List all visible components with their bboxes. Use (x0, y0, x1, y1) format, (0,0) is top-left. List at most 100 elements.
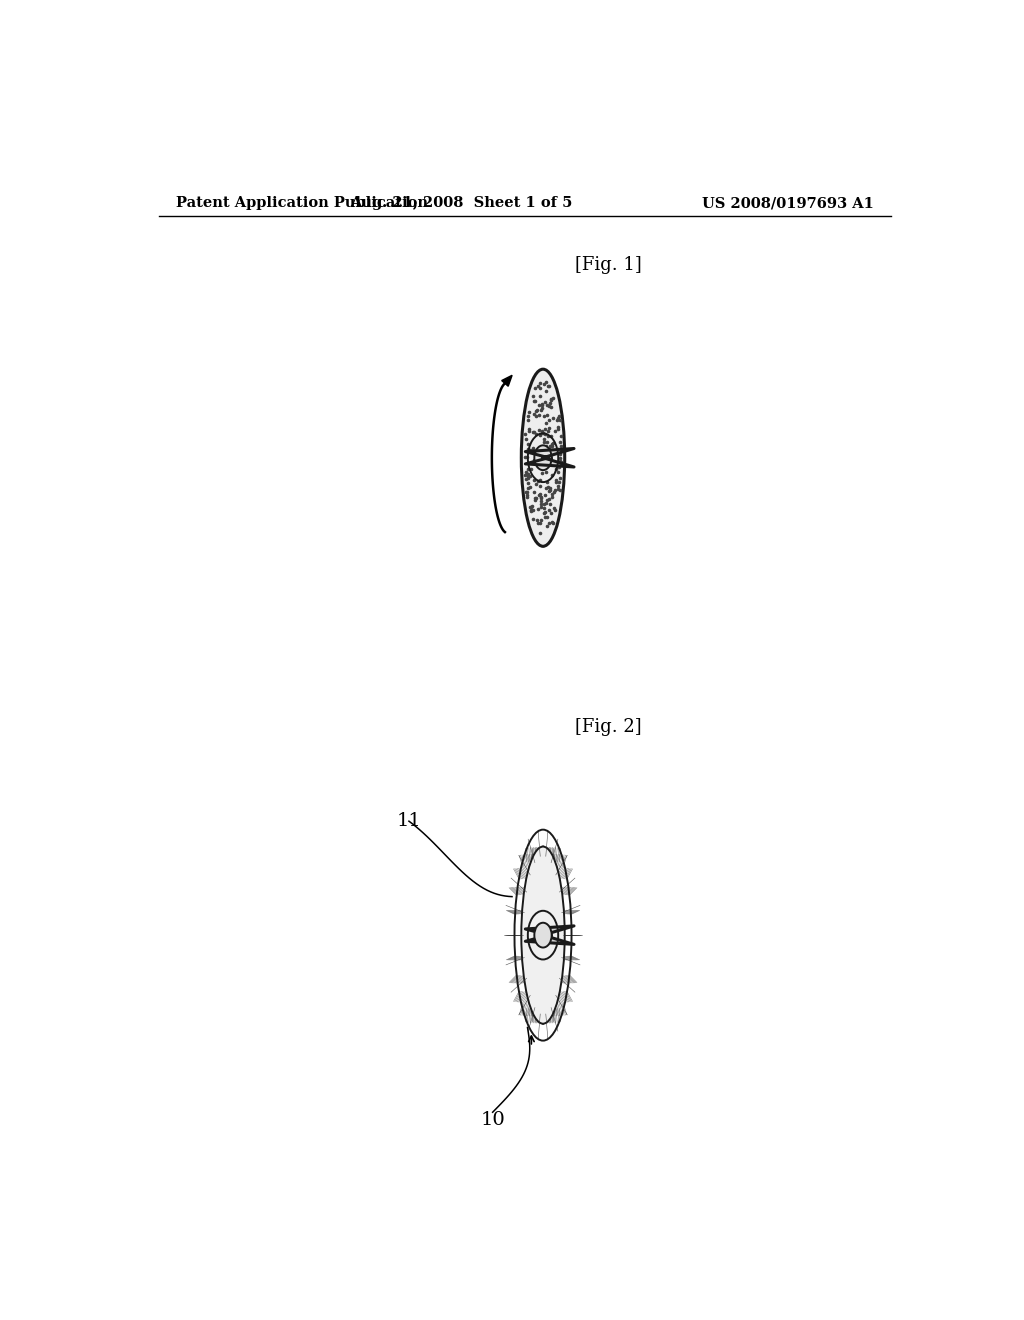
Point (545, 387, 561, 408)
Point (525, 449, 542, 470)
Point (553, 451, 569, 473)
Point (541, 396, 557, 417)
Point (543, 453, 559, 474)
Point (534, 496, 550, 517)
Point (519, 473, 536, 494)
Point (538, 436, 554, 457)
Point (531, 513, 548, 535)
Point (540, 375, 556, 396)
Point (517, 424, 534, 445)
Point (541, 499, 557, 520)
Point (527, 447, 544, 469)
Point (525, 389, 542, 411)
Point (553, 426, 569, 447)
Point (529, 510, 546, 531)
Point (529, 512, 546, 533)
Point (532, 422, 549, 444)
Point (519, 486, 536, 507)
Point (535, 422, 551, 444)
Point (525, 470, 542, 491)
Point (516, 446, 532, 467)
Text: 11: 11 (396, 812, 421, 830)
Point (537, 502, 553, 523)
Point (550, 418, 566, 440)
Point (541, 488, 557, 510)
Point (532, 494, 549, 515)
Point (549, 477, 565, 498)
Point (523, 499, 540, 520)
Point (527, 400, 544, 421)
Polygon shape (542, 935, 544, 936)
Point (545, 432, 561, 453)
Point (536, 432, 552, 453)
Point (526, 487, 543, 508)
Point (525, 421, 542, 442)
Point (531, 372, 548, 393)
Polygon shape (502, 375, 512, 387)
Point (550, 408, 566, 429)
Point (544, 425, 560, 446)
Point (523, 500, 540, 521)
Point (537, 498, 553, 519)
Point (528, 442, 545, 463)
Point (537, 422, 553, 444)
Point (531, 404, 548, 425)
Point (527, 405, 544, 426)
Point (545, 408, 561, 429)
Ellipse shape (544, 446, 554, 470)
Point (539, 453, 555, 474)
Point (543, 389, 559, 411)
Point (523, 441, 540, 462)
Point (536, 374, 552, 395)
Point (518, 482, 535, 503)
Point (531, 454, 548, 475)
Point (544, 512, 560, 533)
Point (540, 420, 556, 441)
Point (543, 389, 559, 411)
Point (541, 375, 557, 396)
Point (550, 478, 566, 499)
Point (519, 482, 536, 503)
Point (530, 454, 547, 475)
Point (538, 413, 554, 434)
Point (521, 418, 538, 440)
Point (536, 405, 552, 426)
Point (520, 440, 537, 461)
Point (526, 488, 543, 510)
Point (537, 484, 553, 506)
Point (536, 449, 552, 470)
Point (551, 471, 567, 492)
Point (531, 521, 548, 543)
Point (552, 450, 568, 471)
Point (525, 404, 542, 425)
Point (552, 444, 568, 465)
Point (534, 486, 550, 507)
Point (520, 409, 537, 430)
Point (541, 513, 557, 535)
Point (534, 399, 550, 420)
Point (549, 409, 565, 430)
Point (531, 445, 548, 466)
Text: 10: 10 (480, 1111, 505, 1129)
Point (539, 393, 555, 414)
Point (519, 484, 536, 506)
Point (540, 477, 556, 498)
Point (530, 471, 547, 492)
Point (525, 385, 542, 407)
Point (541, 409, 557, 430)
Point (516, 465, 532, 486)
Point (531, 470, 548, 491)
Point (524, 508, 541, 529)
Point (529, 454, 546, 475)
Point (530, 420, 547, 441)
Point (544, 483, 560, 504)
Text: Patent Application Publication: Patent Application Publication (176, 197, 428, 210)
Point (526, 421, 543, 442)
Point (543, 503, 559, 524)
Point (552, 479, 568, 500)
Ellipse shape (521, 370, 564, 546)
Point (524, 495, 541, 516)
Point (551, 447, 567, 469)
Point (529, 440, 546, 461)
Point (542, 436, 558, 457)
